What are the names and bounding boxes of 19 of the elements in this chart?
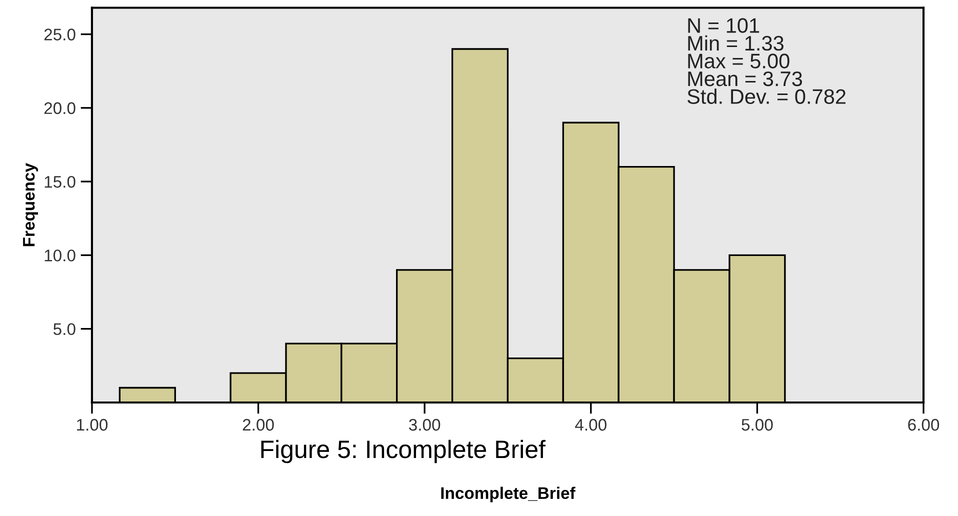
y-tick-label: 20.0 <box>44 102 76 114</box>
annotation: Max = 5.00 <box>688 54 790 68</box>
x-tick-label: 6.00 <box>908 418 940 431</box>
x-tick-label: 1.00 <box>77 418 108 431</box>
annotation: Mean = 3.73 <box>688 71 802 86</box>
x-tick-label: 4.00 <box>575 418 606 431</box>
annotation: Std. Dev. = 0.782 <box>687 88 846 104</box>
y-tick-label: 25.0 <box>44 28 76 40</box>
y-tick-label: 5.0 <box>53 323 76 336</box>
x-tick-label: 5.00 <box>742 418 773 431</box>
x-axis-title: Incomplete_Brief <box>441 486 576 502</box>
y-tick-label: 15.0 <box>44 176 76 188</box>
caption: Figure 5: Incomplete Brief <box>261 440 546 464</box>
x-tick-label: 3.00 <box>409 418 440 431</box>
annotation: N = 101 <box>688 18 760 33</box>
x-tick-label: 2.00 <box>242 418 274 431</box>
y-tick-label: 10.0 <box>44 250 76 262</box>
y-axis-title: Frequency <box>23 163 38 246</box>
annotation: Min = 1.33 <box>688 35 784 51</box>
